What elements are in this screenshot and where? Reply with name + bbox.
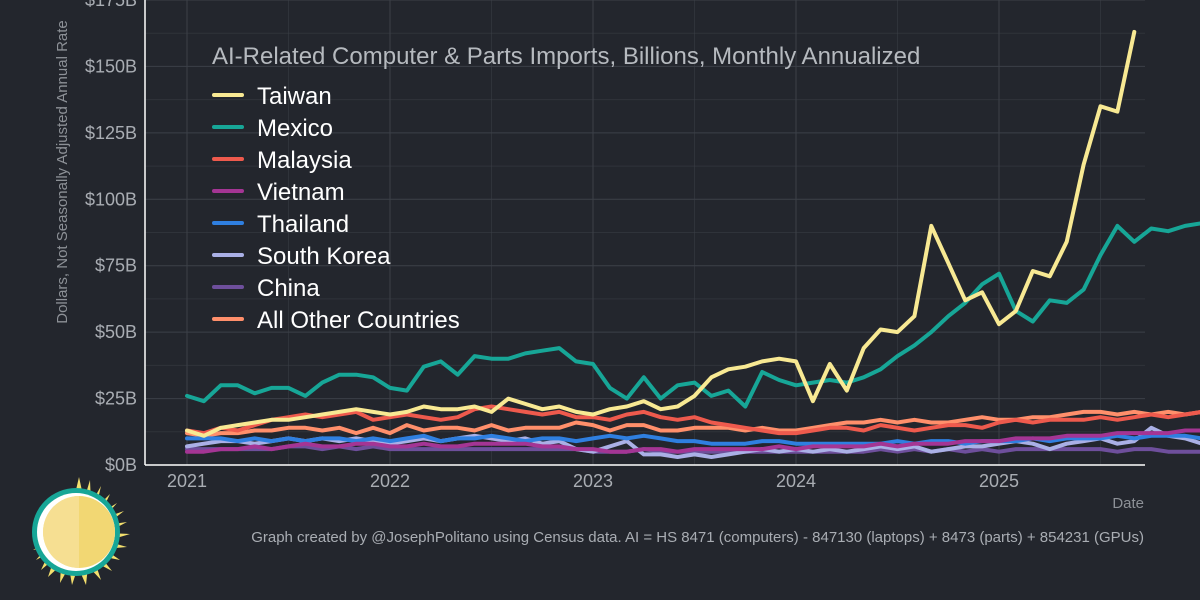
x-tick-label: 2023 <box>573 471 613 491</box>
x-axis-title: Date <box>1112 495 1144 512</box>
legend-label: Thailand <box>257 211 349 238</box>
chart-title: AI-Related Computer & Parts Imports, Bil… <box>212 43 920 70</box>
y-tick-label: $175B <box>85 0 137 10</box>
y-tick-label: $0B <box>105 455 137 475</box>
sun-logo-icon <box>32 477 130 585</box>
y-tick-label: $50B <box>95 322 137 342</box>
series-lines <box>185 29 1200 459</box>
series-line-thailand <box>185 433 1200 446</box>
series-line-malaysia <box>185 404 1200 436</box>
y-tick-label: $150B <box>85 56 137 76</box>
x-tick-label: 2022 <box>370 471 410 491</box>
y-tick-label: $25B <box>95 389 137 409</box>
legend-label: Malaysia <box>257 147 352 174</box>
x-tick-label: 2024 <box>776 471 816 491</box>
series-line-vietnam <box>185 428 1200 454</box>
series-line-taiwan <box>185 29 1137 438</box>
legend-label: South Korea <box>257 243 391 270</box>
series-line-china <box>185 444 1200 454</box>
legend: Taiwan Mexico Malaysia Vietnam Thailand South… <box>212 83 460 334</box>
x-tick-label: 2025 <box>979 471 1019 491</box>
legend-label: Vietnam <box>257 179 345 206</box>
legend-label: China <box>257 275 320 302</box>
y-axis-title: Dollars, Not Seasonally Adjusted Annual … <box>54 20 71 324</box>
x-tick-labels: 2021 2022 2023 2024 2025 <box>167 471 1019 491</box>
legend-label: Mexico <box>257 115 333 142</box>
y-tick-label: $75B <box>95 256 137 276</box>
legend-label: Taiwan <box>257 83 332 110</box>
source-caption: Graph created by @JosephPolitano using C… <box>251 529 1144 546</box>
legend-label: All Other Countries <box>257 307 460 334</box>
y-tick-label: $100B <box>85 189 137 209</box>
y-tick-labels: $0B $25B $50B $75B $100B $125B $150B $175B <box>85 0 137 475</box>
grid-lines <box>145 0 1145 465</box>
x-tick-label: 2021 <box>167 471 207 491</box>
series-line-mexico <box>185 221 1200 409</box>
series-line-all-other-countries <box>185 409 1200 438</box>
y-tick-label: $125B <box>85 123 137 143</box>
